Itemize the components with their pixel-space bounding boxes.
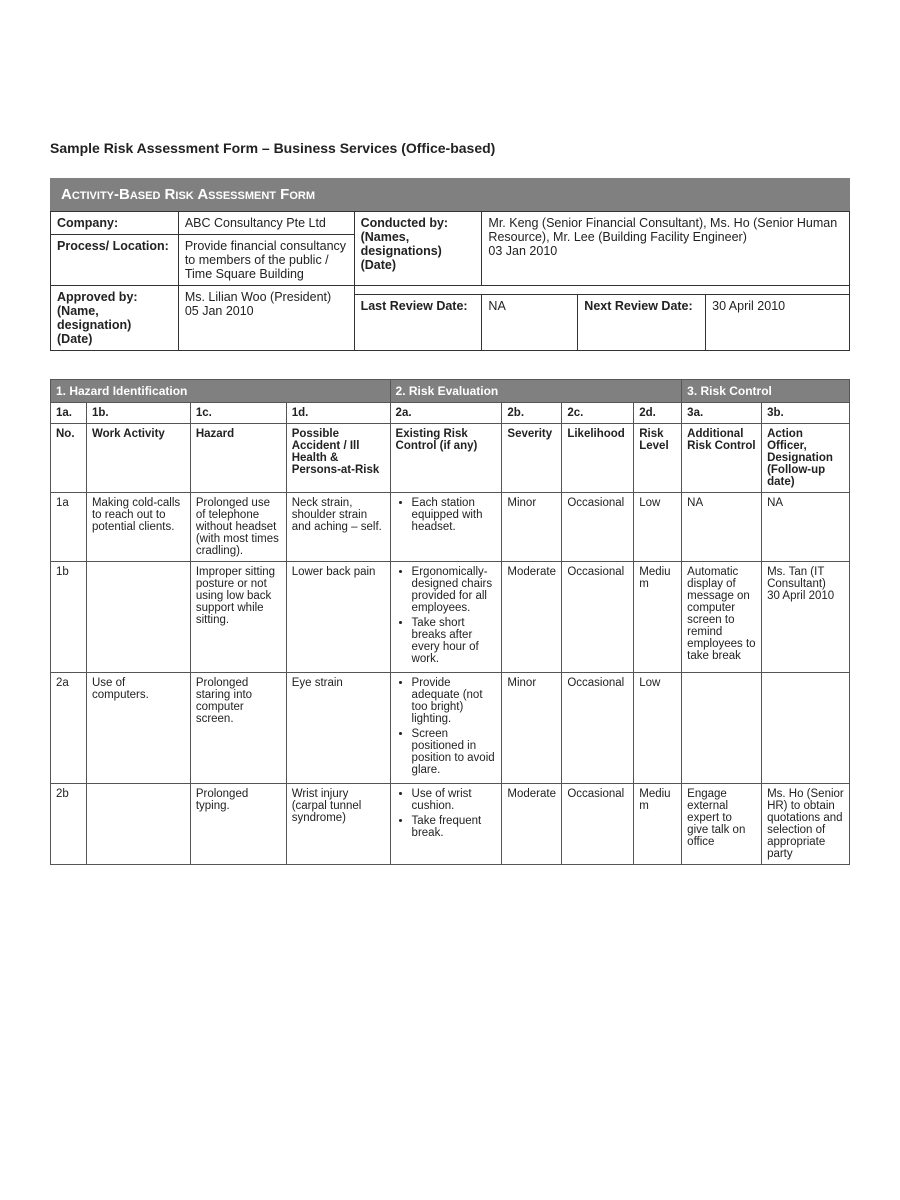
subid-2b: 2b. (502, 403, 562, 424)
cell-no: 2a (51, 673, 87, 784)
label-next-review: Next Review Date: (578, 295, 706, 351)
cell-accident: Neck strain, shoulder strain and aching … (286, 493, 390, 562)
cell-severity: Moderate (502, 784, 562, 865)
head-accident: Possible Accident / Ill Health & Persons… (286, 424, 390, 493)
head-no: No. (51, 424, 87, 493)
control-item: Take frequent break. (412, 815, 497, 839)
risk-table: 1. Hazard Identification 2. Risk Evaluat… (50, 379, 850, 865)
control-item: Screen positioned in position to avoid g… (412, 728, 497, 776)
cell-activity (86, 562, 190, 673)
cell-risk-level: Medium (634, 562, 682, 673)
cell-additional: NA (682, 493, 762, 562)
cell-likelihood: Occasional (562, 673, 634, 784)
cell-existing-control: Ergonomically-designed chairs provided f… (390, 562, 502, 673)
cell-activity (86, 784, 190, 865)
subid-3b: 3b. (762, 403, 850, 424)
head-activity: Work Activity (86, 424, 190, 493)
table-row: 2aUse of computers.Prolonged staring int… (51, 673, 850, 784)
cell-officer: NA (762, 493, 850, 562)
subid-1d: 1d. (286, 403, 390, 424)
cell-hazard: Prolonged staring into computer screen. (190, 673, 286, 784)
value-process: Provide financial consultancy to members… (178, 235, 354, 286)
subid-2c: 2c. (562, 403, 634, 424)
cell-hazard: Improper sitting posture or not using lo… (190, 562, 286, 673)
cell-officer (762, 673, 850, 784)
table-row: 1b Improper sitting posture or not using … (51, 562, 850, 673)
value-company: ABC Consultancy Pte Ltd (178, 212, 354, 235)
subid-2d: 2d. (634, 403, 682, 424)
cell-no: 1a (51, 493, 87, 562)
cell-additional (682, 673, 762, 784)
label-process: Process/ Location: (51, 235, 179, 286)
cell-activity: Making cold-calls to reach out to potent… (86, 493, 190, 562)
head-risk-level: Risk Level (634, 424, 682, 493)
label-company: Company: (51, 212, 179, 235)
cell-likelihood: Occasional (562, 493, 634, 562)
control-item: Use of wrist cushion. (412, 788, 497, 812)
subid-1c: 1c. (190, 403, 286, 424)
cell-additional: Automatic display of message on computer… (682, 562, 762, 673)
cell-existing-control: Provide adequate (not too bright) lighti… (390, 673, 502, 784)
cell-risk-level: Medium (634, 784, 682, 865)
value-last-review: NA (482, 295, 578, 351)
head-existing-control: Existing Risk Control (if any) (390, 424, 502, 493)
control-item: Ergonomically-designed chairs provided f… (412, 566, 497, 614)
subid-3a: 3a. (682, 403, 762, 424)
form-banner: Activity-Based Risk Assessment Form (50, 178, 850, 211)
cell-hazard: Prolonged typing. (190, 784, 286, 865)
section-risk-eval: 2. Risk Evaluation (390, 380, 682, 403)
head-severity: Severity (502, 424, 562, 493)
cell-hazard: Prolonged use of telephone without heads… (190, 493, 286, 562)
cell-severity: Minor (502, 673, 562, 784)
cell-likelihood: Occasional (562, 784, 634, 865)
cell-existing-control: Use of wrist cushion. Take frequent break… (390, 784, 502, 865)
document-title: Sample Risk Assessment Form – Business S… (50, 140, 850, 156)
head-additional: Additional Risk Control (682, 424, 762, 493)
cell-officer: Ms. Ho (Senior HR) to obtain quotations … (762, 784, 850, 865)
cell-accident: Lower back pain (286, 562, 390, 673)
spacer (354, 286, 849, 295)
table-row: 1aMaking cold-calls to reach out to pote… (51, 493, 850, 562)
cell-severity: Minor (502, 493, 562, 562)
cell-accident: Wrist injury (carpal tunnel syndrome) (286, 784, 390, 865)
cell-additional: Engage external expert to give talk on o… (682, 784, 762, 865)
head-likelihood: Likelihood (562, 424, 634, 493)
header-table: Company: ABC Consultancy Pte Ltd Conduct… (50, 211, 850, 351)
value-next-review: 30 April 2010 (706, 295, 850, 351)
label-approved: Approved by: (Name, designation) (Date) (51, 286, 179, 351)
control-item: Provide adequate (not too bright) lighti… (412, 677, 497, 725)
value-conducted: Mr. Keng (Senior Financial Consultant), … (482, 212, 850, 286)
section-hazard: 1. Hazard Identification (51, 380, 391, 403)
cell-officer: Ms. Tan (IT Consultant) 30 April 2010 (762, 562, 850, 673)
cell-activity: Use of computers. (86, 673, 190, 784)
value-approved: Ms. Lilian Woo (President) 05 Jan 2010 (178, 286, 354, 351)
cell-severity: Moderate (502, 562, 562, 673)
subid-1b: 1b. (86, 403, 190, 424)
control-item: Take short breaks after every hour of wo… (412, 617, 497, 665)
document-page: Sample Risk Assessment Form – Business S… (0, 0, 900, 905)
label-last-review: Last Review Date: (354, 295, 482, 351)
cell-existing-control: Each station equipped with headset. (390, 493, 502, 562)
cell-risk-level: Low (634, 493, 682, 562)
cell-no: 2b (51, 784, 87, 865)
control-item: Each station equipped with headset. (412, 497, 497, 533)
head-officer: Action Officer, Designation (Follow-up d… (762, 424, 850, 493)
head-hazard: Hazard (190, 424, 286, 493)
table-row: 2b Prolonged typing.Wrist injury (carpal … (51, 784, 850, 865)
section-risk-control: 3. Risk Control (682, 380, 850, 403)
subid-1a: 1a. (51, 403, 87, 424)
label-conducted: Conducted by: (Names, designations) (Dat… (354, 212, 482, 286)
subid-2a: 2a. (390, 403, 502, 424)
cell-likelihood: Occasional (562, 562, 634, 673)
cell-no: 1b (51, 562, 87, 673)
cell-risk-level: Low (634, 673, 682, 784)
cell-accident: Eye strain (286, 673, 390, 784)
